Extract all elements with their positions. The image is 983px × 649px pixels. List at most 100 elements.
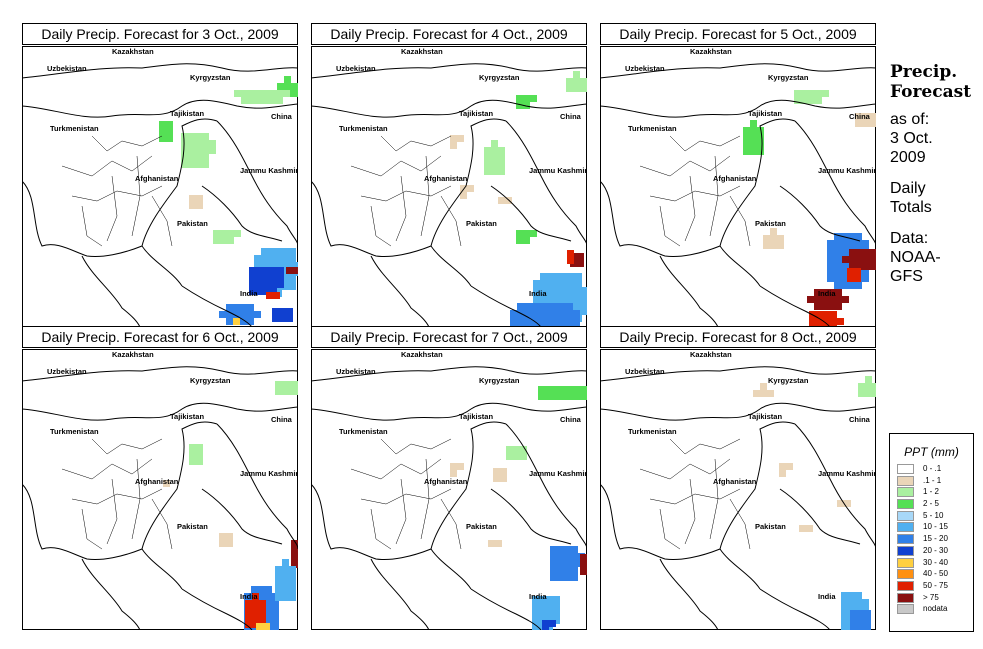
precip-cell xyxy=(450,135,457,142)
precip-cell xyxy=(856,256,863,263)
precip-cell xyxy=(863,263,870,270)
border-line xyxy=(779,488,861,545)
precip-cell xyxy=(460,192,467,199)
legend-label: .1 - 1 xyxy=(923,475,942,485)
precip-cell xyxy=(841,613,848,620)
precip-cell xyxy=(862,275,869,282)
border-lines xyxy=(311,63,587,327)
precip-cell xyxy=(553,603,560,610)
precip-cell xyxy=(538,324,545,327)
precip-cell xyxy=(282,594,289,601)
precip-cell xyxy=(248,97,255,104)
precip-cell xyxy=(864,617,871,624)
precip-cell xyxy=(181,161,188,168)
border-line xyxy=(81,255,141,327)
precip-cell xyxy=(564,546,571,553)
precip-cell xyxy=(855,120,862,127)
precip-cell xyxy=(855,240,862,247)
border-line xyxy=(470,588,542,630)
province-line xyxy=(91,438,163,455)
precip-cell xyxy=(779,470,786,477)
map-label: China xyxy=(271,112,293,121)
precip-cell xyxy=(240,304,247,311)
precip-cell xyxy=(849,256,856,263)
province-line xyxy=(729,195,751,247)
border-line xyxy=(81,558,141,630)
precip-cell xyxy=(530,230,537,237)
precip-cell xyxy=(484,168,491,175)
precip-cell xyxy=(247,318,254,325)
precip-cell xyxy=(750,120,757,127)
precip-cell xyxy=(189,451,196,458)
precip-cell xyxy=(159,128,166,135)
precip-cell xyxy=(538,317,545,324)
precip-cell xyxy=(195,154,202,161)
precip-cell xyxy=(244,628,251,630)
map-label: India xyxy=(529,592,547,601)
precip-cell xyxy=(195,133,202,140)
forecast-map: Kazakhstan Uzbekistan Kyrgyzstan Tajikistan… xyxy=(311,349,587,630)
province-line xyxy=(380,438,452,455)
legend-swatch xyxy=(897,487,914,498)
precip-cell xyxy=(872,390,876,397)
precip-cell xyxy=(181,154,188,161)
data-source-line-1: Data: xyxy=(890,230,929,247)
forecast-map: Kazakhstan Uzbekistan Kyrgyzstan Tajikistan… xyxy=(600,46,876,327)
precip-cell xyxy=(552,317,559,324)
precip-cell xyxy=(261,248,268,255)
precip-cell xyxy=(513,446,520,453)
precip-cell xyxy=(801,90,808,97)
precip-cell xyxy=(166,128,173,135)
border-line xyxy=(311,483,472,590)
precip-cell xyxy=(277,281,284,288)
legend-swatch xyxy=(897,475,914,486)
panel-title: Daily Precip. Forecast for 5 Oct., 2009 xyxy=(600,23,876,45)
map-label: Jammu Kashmir xyxy=(818,469,876,478)
precip-cell xyxy=(862,268,869,275)
precip-cell xyxy=(234,230,241,237)
legend-title: PPT (mm) xyxy=(904,445,959,459)
precip-cell xyxy=(279,315,286,322)
precip-cell xyxy=(834,254,841,261)
border-line xyxy=(490,185,572,242)
daily-line-2: Totals xyxy=(890,199,932,216)
border-line xyxy=(216,120,298,247)
province-line xyxy=(71,185,163,202)
precip-cell xyxy=(233,318,240,325)
precip-cell xyxy=(869,113,876,120)
precip-cell xyxy=(467,185,474,192)
map-label: Pakistan xyxy=(466,522,497,531)
precip-cell xyxy=(573,71,580,78)
legend-item: 10 - 15 xyxy=(890,521,973,533)
precip-cell xyxy=(575,287,582,294)
precip-cell xyxy=(251,586,258,593)
precip-cell xyxy=(498,197,505,204)
precip-cell xyxy=(188,147,195,154)
precip-cell xyxy=(573,78,580,85)
precip-cell xyxy=(289,388,296,395)
map-label: Kazakhstan xyxy=(401,47,443,56)
border-line xyxy=(141,118,218,247)
precip-cell xyxy=(227,237,234,244)
border-line xyxy=(794,423,876,550)
precip-cell xyxy=(532,617,539,624)
precip-cell xyxy=(270,288,277,295)
province-line xyxy=(81,205,103,247)
precip-cell xyxy=(226,311,233,318)
precip-cell xyxy=(510,310,517,317)
precip-cell xyxy=(837,500,844,507)
precip-cell xyxy=(283,90,290,97)
precip-cell xyxy=(277,267,284,274)
legend-item: 5 - 10 xyxy=(890,510,973,522)
precip-cell xyxy=(484,147,491,154)
heading-line-1: Precip. xyxy=(890,62,958,82)
precip-cell xyxy=(863,249,870,256)
map-label: Afghanistan xyxy=(713,174,757,183)
data-source-line-2: NOAA- xyxy=(890,249,941,266)
precip-cell xyxy=(841,282,848,289)
precip-cell xyxy=(488,540,495,547)
precip-cell xyxy=(196,458,203,465)
province-line xyxy=(649,488,741,505)
precip-cell xyxy=(166,121,173,128)
precip-cell xyxy=(284,83,291,90)
